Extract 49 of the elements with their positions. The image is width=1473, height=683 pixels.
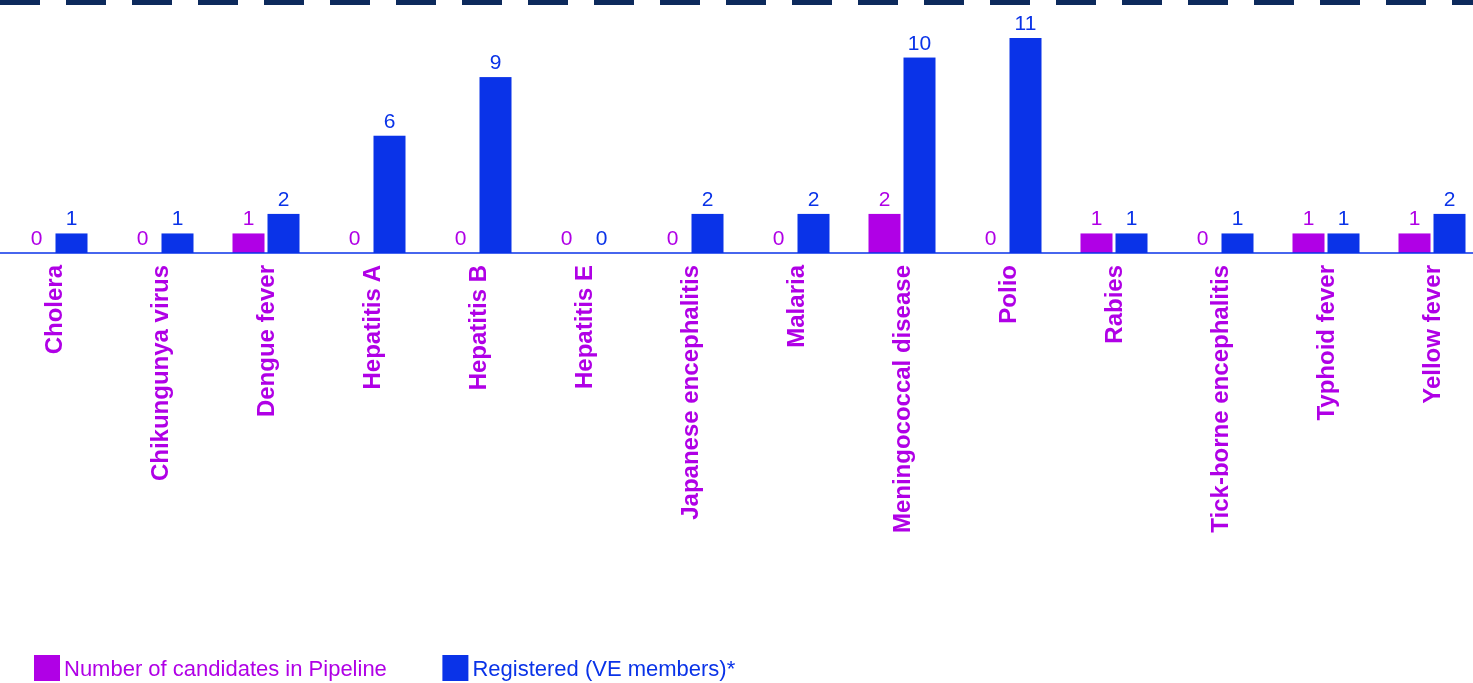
data-label: 1: [1231, 206, 1244, 230]
data-label: 11: [1014, 11, 1037, 34]
x-tick-label: Malaria: [782, 264, 809, 348]
data-label: 0: [984, 226, 997, 249]
data-label: 0: [30, 226, 43, 249]
x-tick-label: Hepatitis E: [570, 265, 597, 390]
data-label: 1: [171, 206, 184, 230]
data-label: 1: [65, 206, 78, 230]
data-label: 2: [807, 186, 820, 210]
x-tick-label: Polio: [994, 265, 1021, 324]
x-tick-label: Dengue fever: [252, 265, 279, 418]
x-tick-label: Typhoid fever: [1312, 265, 1339, 421]
data-label: 2: [277, 186, 290, 210]
data-label: 0: [595, 226, 608, 249]
legend-label: Number of candidates in Pipeline: [64, 656, 387, 681]
data-label: 0: [136, 226, 149, 249]
data-label: 1: [1090, 206, 1103, 230]
data-label: 1: [1125, 206, 1138, 230]
data-label: 9: [489, 50, 502, 74]
x-tick-label: Hepatitis B: [464, 265, 491, 391]
data-label: 1: [1302, 206, 1315, 230]
bar: [232, 233, 265, 253]
data-label: 6: [383, 108, 396, 132]
data-label: 0: [1196, 226, 1209, 249]
data-label: 2: [878, 186, 891, 210]
data-label: 0: [666, 226, 679, 249]
x-tick-label: Chikungunya virus: [146, 265, 173, 482]
data-label: 0: [772, 226, 785, 249]
data-label: 1: [1408, 206, 1421, 230]
x-tick-label: Meningococcal disease: [888, 265, 915, 534]
data-label: 0: [348, 226, 361, 249]
data-label: 1: [242, 206, 255, 230]
bar: [868, 213, 901, 253]
x-tick-label: Hepatitis A: [358, 265, 385, 390]
bar: [1398, 233, 1431, 253]
data-label: 0: [454, 226, 467, 249]
x-tick-label: Japanese encephalitis: [676, 265, 703, 520]
legend-label: Registered (VE members)*: [472, 656, 736, 681]
x-tick-label: Yellow fever: [1418, 265, 1445, 404]
data-label: 10: [907, 30, 932, 54]
x-tick-label: Cholera: [40, 264, 67, 355]
data-label: 2: [1443, 186, 1456, 210]
bar: [1292, 233, 1325, 253]
data-label: 0: [560, 226, 573, 249]
data-label: 2: [701, 186, 714, 210]
x-tick-label: Tick-borne encephalitis: [1206, 265, 1233, 533]
data-label: 1: [1337, 206, 1350, 230]
x-tick-label: Rabies: [1100, 265, 1127, 344]
bar: [1080, 233, 1113, 253]
